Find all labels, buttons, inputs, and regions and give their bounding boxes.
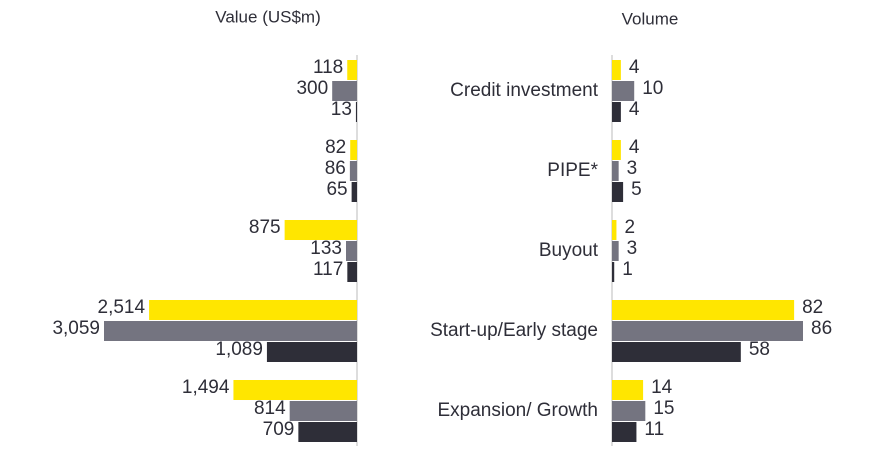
value-label: 118	[313, 57, 343, 78]
value-label: 15	[653, 398, 674, 419]
value-label: 14	[651, 377, 673, 398]
bar	[347, 262, 357, 282]
value-label: 10	[642, 78, 663, 99]
bar	[355, 102, 357, 122]
bar	[612, 380, 644, 400]
category-label: Credit investment	[450, 80, 599, 101]
value-label: 1,089	[215, 339, 263, 360]
bar	[612, 321, 803, 341]
value-label: 4	[629, 57, 640, 78]
value-label: 133	[310, 238, 342, 259]
value-label: 5	[631, 179, 642, 200]
value-label: 2	[624, 217, 635, 238]
panel-title: Value (US$m)	[215, 7, 321, 26]
bar	[149, 300, 357, 320]
bar	[612, 300, 795, 320]
value-label: 117	[313, 259, 343, 280]
value-label: 709	[263, 419, 295, 440]
bar	[612, 182, 624, 202]
bar	[612, 220, 617, 240]
bar	[612, 422, 637, 442]
value-label: 13	[331, 99, 352, 120]
bar	[612, 102, 621, 122]
value-label: 4	[629, 99, 640, 120]
bar	[104, 321, 357, 341]
value-label: 1,494	[182, 377, 230, 398]
category-label: Buyout	[539, 240, 599, 261]
value-label: 86	[811, 318, 832, 339]
bar	[612, 140, 621, 160]
bar	[612, 60, 621, 80]
value-label: 3	[627, 238, 638, 259]
value-label: 2,514	[98, 297, 146, 318]
bar	[612, 262, 615, 282]
value-label: 82	[802, 297, 823, 318]
value-label: 1	[622, 259, 633, 280]
category-label: PIPE*	[547, 160, 598, 181]
bar	[289, 401, 357, 421]
category-label: Expansion/ Growth	[437, 400, 598, 421]
value-label: 875	[249, 217, 281, 238]
value-label: 3,059	[52, 318, 100, 339]
bar	[332, 81, 357, 101]
bar	[612, 241, 619, 261]
value-label: 4	[629, 137, 640, 158]
value-label: 300	[296, 78, 328, 99]
bar	[266, 342, 357, 362]
value-label: 3	[627, 158, 638, 179]
value-label: 11	[644, 419, 664, 440]
bar	[298, 422, 357, 442]
panel-title: Volume	[622, 9, 679, 28]
bar	[612, 81, 635, 101]
bar	[612, 401, 646, 421]
value-label: 58	[749, 339, 770, 360]
bar	[351, 182, 357, 202]
bar	[350, 140, 357, 160]
value-label: 86	[325, 158, 346, 179]
value-label: 65	[326, 179, 347, 200]
category-label: Start-up/Early stage	[430, 320, 598, 341]
value-label: 82	[325, 137, 346, 158]
bar	[284, 220, 357, 240]
value-label: 814	[254, 398, 286, 419]
bar	[347, 60, 357, 80]
bar	[346, 241, 357, 261]
bar	[349, 161, 357, 181]
bar	[612, 342, 741, 362]
bar	[612, 161, 619, 181]
bar	[233, 380, 357, 400]
